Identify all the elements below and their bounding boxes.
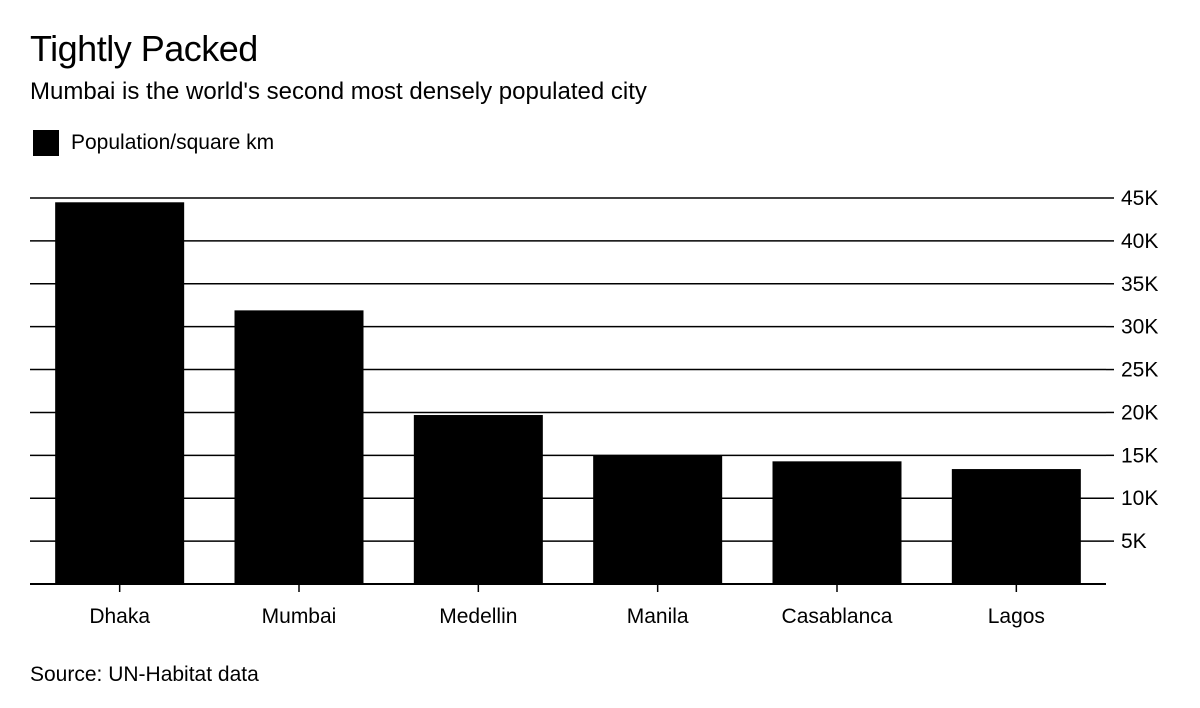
x-tick-label: Casablanca xyxy=(782,605,893,628)
y-tick-label: 15K xyxy=(1121,444,1158,467)
bar-dhaka xyxy=(55,202,185,585)
x-tick-label: Mumbai xyxy=(262,605,337,628)
y-tick-label: 20K xyxy=(1121,401,1158,424)
y-tick-label: 45K xyxy=(1121,187,1158,210)
x-tick-label: Lagos xyxy=(988,605,1045,628)
chart-title: Tightly Packed xyxy=(30,28,258,69)
bar-medellin xyxy=(413,415,543,584)
bar-mumbai xyxy=(234,310,364,584)
y-tick-label: 5K xyxy=(1121,530,1147,553)
legend-swatch xyxy=(33,130,59,156)
y-tick-label: 30K xyxy=(1121,316,1158,339)
y-tick-label: 35K xyxy=(1121,273,1158,296)
bar-casablanca xyxy=(772,461,902,584)
source-note: Source: UN-Habitat data xyxy=(30,663,259,686)
x-tick-label: Dhaka xyxy=(89,605,150,628)
y-tick-label: 40K xyxy=(1121,230,1158,253)
legend: Population/square km xyxy=(33,130,274,156)
y-tick-label: 10K xyxy=(1121,487,1158,510)
y-tick-label: 25K xyxy=(1121,359,1158,382)
bar-lagos xyxy=(951,469,1081,584)
legend-label: Population/square km xyxy=(71,131,275,154)
chart-subtitle: Mumbai is the world's second most densel… xyxy=(30,78,647,105)
x-tick-label: Manila xyxy=(627,605,689,628)
bar-manila xyxy=(593,455,723,584)
x-tick-label: Medellin xyxy=(439,605,517,628)
